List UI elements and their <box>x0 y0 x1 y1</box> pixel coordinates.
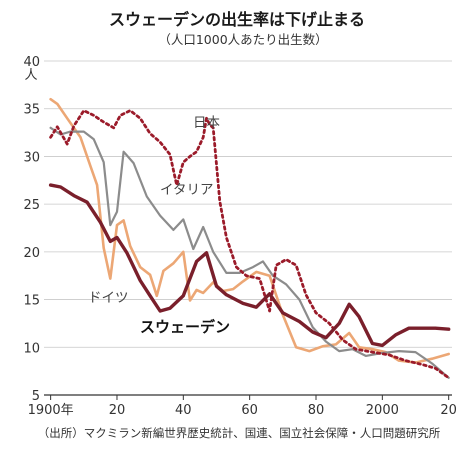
series-line-italy <box>49 126 450 379</box>
chart-subtitle: （人口1000人あたり出生数） <box>158 32 327 47</box>
x-tick-label: 1900年 <box>28 403 74 418</box>
source-note: （出所）マクミラン新編世界歴史統計、国連、国立社会保障・人口問題研究所 <box>38 426 441 440</box>
y-axis-ticks: 5 10 15 20 25 30 35 40 <box>23 55 40 404</box>
y-tick-label: 15 <box>23 294 40 309</box>
series-line-sweden <box>48 183 451 348</box>
gridlines <box>44 60 452 348</box>
label-japan: 日本 <box>193 115 220 131</box>
series-line-germany <box>49 97 451 364</box>
x-tick-label: 20 <box>440 403 457 418</box>
series-lines <box>48 97 451 380</box>
label-germany: ドイツ <box>88 290 129 306</box>
series-line-japan <box>49 109 451 380</box>
chart-title: スウェーデンの出生率は下げ止まる <box>109 10 365 29</box>
x-axis-ticks: 1900年 20 40 60 80 2000 20 <box>28 395 457 418</box>
x-tick-label: 40 <box>175 403 192 418</box>
y-tick-label: 5 <box>32 389 40 404</box>
y-tick-label: 40 <box>23 55 40 70</box>
y-tick-label: 35 <box>23 103 40 118</box>
y-tick-label: 20 <box>23 246 40 261</box>
x-tick-label: 80 <box>308 403 325 418</box>
y-tick-label: 30 <box>23 150 40 165</box>
label-italy: イタリア <box>160 182 213 198</box>
y-tick-label: 10 <box>23 341 40 356</box>
label-sweden: スウェーデン <box>140 318 230 336</box>
x-tick-label: 2000 <box>366 403 399 418</box>
x-tick-label: 20 <box>109 403 126 418</box>
y-axis-unit-label: 人 <box>24 68 37 83</box>
y-tick-label: 25 <box>23 198 40 213</box>
x-tick-label: 60 <box>241 403 258 418</box>
